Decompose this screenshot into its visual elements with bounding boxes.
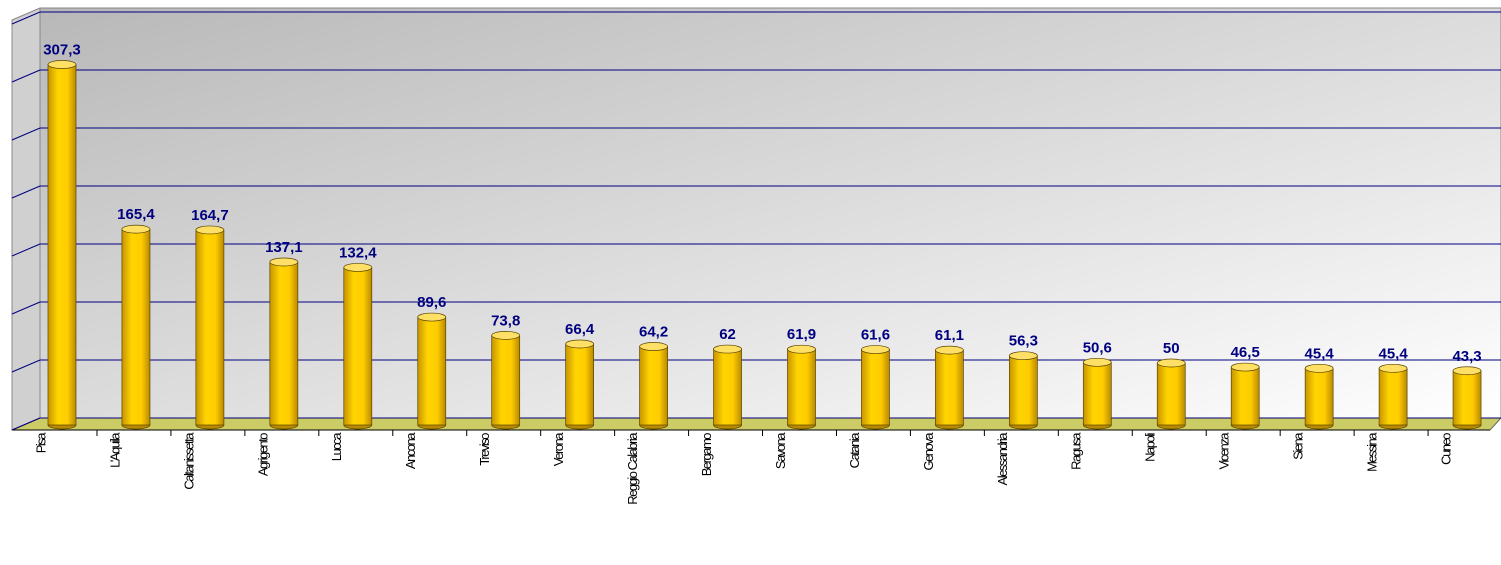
- value-label: 50,6: [1083, 339, 1112, 356]
- bar-top: [269, 257, 299, 267]
- bar-top: [1156, 358, 1186, 368]
- side-grid-line: [11, 11, 41, 25]
- bar: [1304, 367, 1334, 426]
- side-grid-line: [11, 359, 41, 373]
- x-tick-label: L'Aquila: [107, 432, 122, 468]
- bar-top: [121, 224, 151, 234]
- bar: [1082, 361, 1112, 426]
- bar-top: [861, 345, 890, 354]
- bar: [935, 349, 964, 426]
- bar: [1156, 362, 1186, 426]
- bar-top: [1304, 363, 1334, 373]
- x-tick-label: Lucca: [329, 432, 344, 461]
- x-tick-label: Ragusa: [1069, 432, 1084, 470]
- side-grid-line: [11, 301, 41, 315]
- value-label: 64,2: [639, 324, 668, 341]
- value-label: 45,4: [1305, 345, 1335, 362]
- bar: [491, 335, 521, 426]
- side-grid-line: [11, 69, 41, 83]
- value-label: 56,3: [1009, 333, 1038, 350]
- value-label: 45,4: [1378, 345, 1408, 362]
- bar-top: [195, 225, 225, 235]
- bar-top: [1230, 362, 1260, 372]
- x-tick-label: Treviso: [477, 433, 492, 466]
- x-tick-label: Siena: [1291, 432, 1306, 460]
- bar: [417, 316, 447, 426]
- bar-top: [491, 331, 521, 340]
- bar: [1378, 367, 1408, 426]
- bar: [121, 228, 151, 426]
- x-tick-label: Verona: [551, 432, 566, 466]
- x-tick-label: Alessandria: [995, 432, 1010, 486]
- bar: [269, 261, 299, 426]
- value-label: 132,4: [339, 244, 377, 261]
- x-tick-label: Savona: [773, 432, 788, 469]
- bar: [565, 343, 595, 426]
- bar: [713, 348, 742, 426]
- value-label: 61,1: [935, 327, 964, 344]
- x-tick-label: Reggio Calabria: [625, 432, 640, 505]
- value-label: 62: [719, 326, 736, 343]
- side-grid-line: [11, 417, 41, 431]
- value-label: 50: [1163, 340, 1180, 357]
- bar-top: [1452, 366, 1482, 376]
- value-label: 165,4: [117, 206, 155, 223]
- bar: [1230, 366, 1260, 426]
- bar: [47, 64, 77, 426]
- value-label: 46,5: [1231, 344, 1260, 361]
- bar-top: [639, 342, 668, 351]
- value-label: 89,6: [417, 294, 446, 311]
- bar-top: [47, 60, 77, 69]
- x-tick-label: Bergamo: [699, 433, 714, 477]
- value-label: 43,3: [1452, 348, 1481, 365]
- bar-top: [713, 344, 742, 354]
- x-tick-label: Genova: [921, 432, 936, 471]
- bar: [861, 349, 890, 426]
- bar: [195, 229, 225, 426]
- bar: [1452, 370, 1482, 426]
- x-tick-label: Napoli: [1143, 432, 1158, 461]
- value-label: 137,1: [265, 239, 303, 256]
- bar: [787, 348, 816, 426]
- bar: [1008, 355, 1038, 426]
- x-tick-label: Cuneo: [1438, 433, 1453, 465]
- side-grid-line: [11, 243, 41, 257]
- bar-top: [565, 339, 595, 349]
- x-tick-label: Catania: [847, 432, 862, 469]
- bar-top: [417, 312, 447, 322]
- bar-top: [1378, 363, 1408, 373]
- value-label: 61,9: [787, 326, 816, 343]
- value-label: 73,8: [491, 312, 520, 329]
- value-label: 66,4: [565, 321, 595, 338]
- bar: [343, 267, 373, 426]
- x-tick-label: Messina: [1365, 432, 1380, 472]
- value-label: 164,7: [191, 207, 229, 224]
- x-tick-label: Agrigento: [255, 433, 270, 476]
- bar-top: [1082, 357, 1112, 367]
- side-grid-line: [11, 127, 41, 141]
- x-tick-label: Caltanissetta: [181, 432, 196, 490]
- bar-top: [1008, 351, 1038, 361]
- bar-top: [787, 344, 816, 354]
- bar-top: [935, 345, 964, 355]
- x-tick-label: Ancona: [403, 432, 418, 469]
- value-label: 61,6: [861, 327, 890, 344]
- side-grid-line: [11, 185, 41, 199]
- value-label: 307,3: [43, 42, 81, 59]
- bar-top: [343, 263, 373, 272]
- x-tick-label: Pisa: [33, 432, 48, 454]
- floor: [11, 417, 1501, 431]
- x-tick-label: Vicenza: [1217, 432, 1232, 470]
- bar: [639, 346, 668, 426]
